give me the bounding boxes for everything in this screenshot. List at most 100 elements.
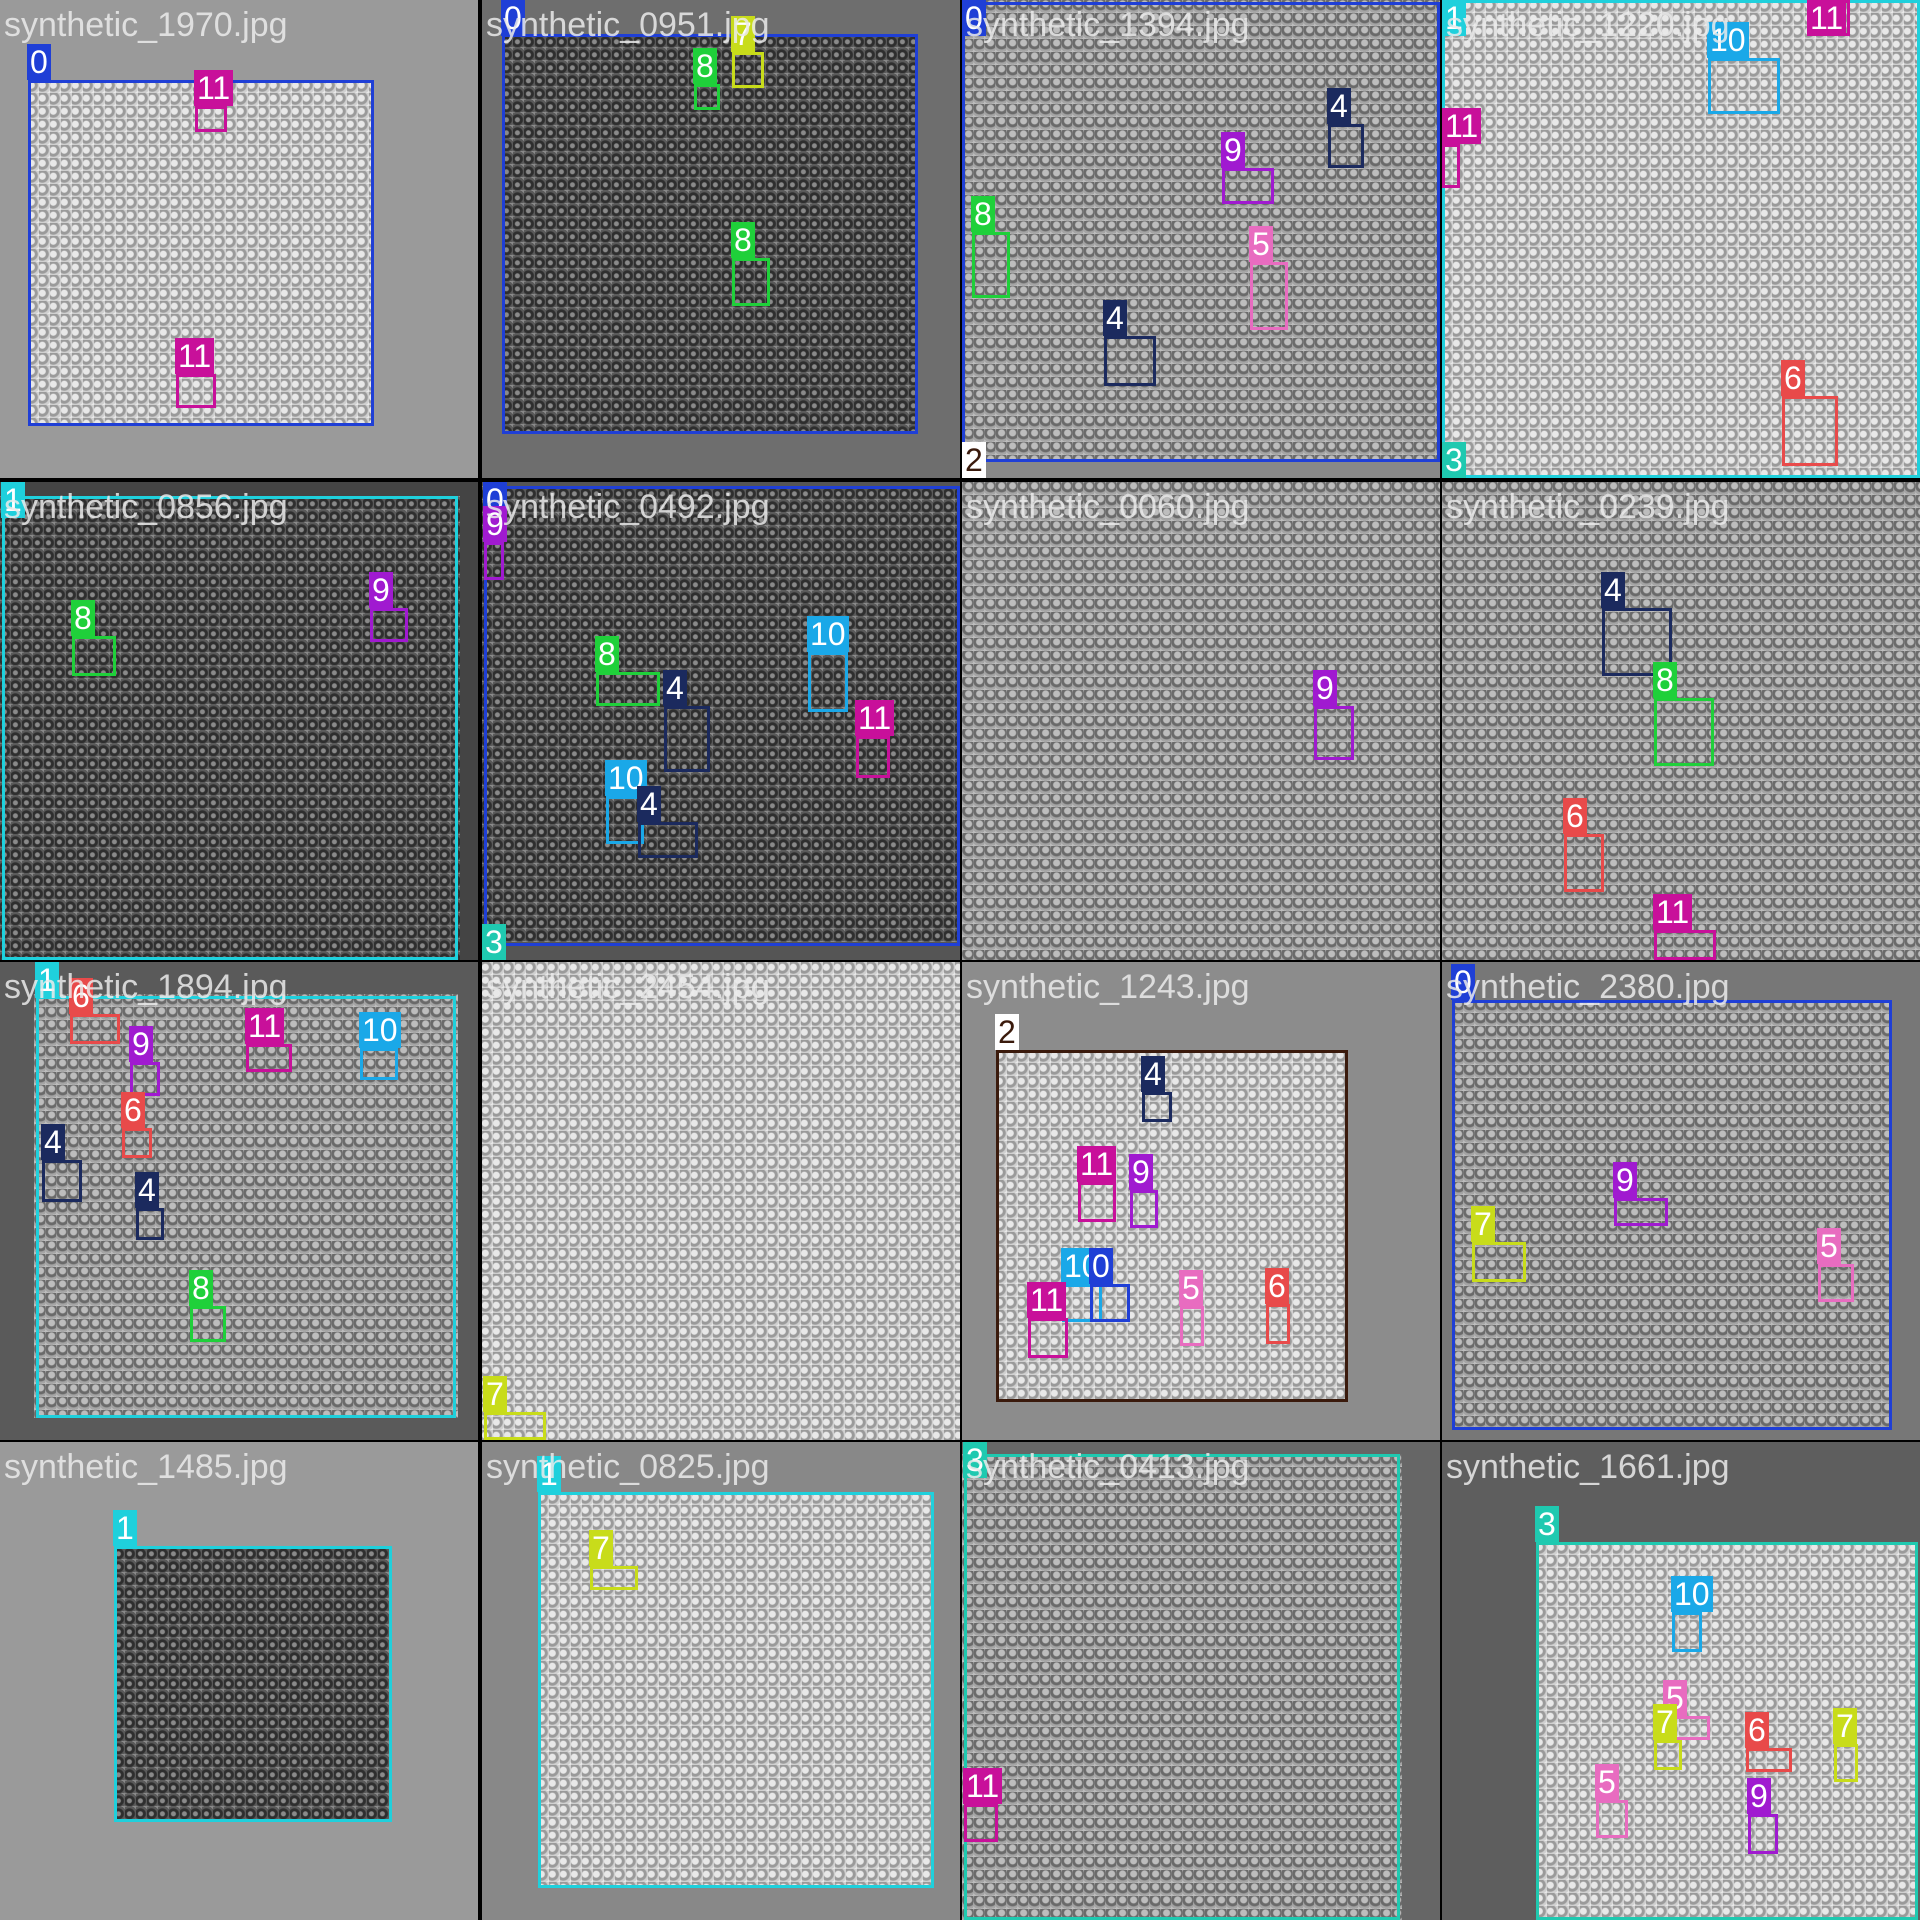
detection-box [1442, 144, 1460, 188]
detection-label: 9 [1129, 1154, 1153, 1190]
detection-label: 8 [693, 48, 717, 84]
detection-label: 11 [1077, 1146, 1117, 1182]
detection-box [190, 1306, 226, 1342]
detection-label: 10 [1707, 22, 1749, 58]
detection-label: 5 [1179, 1270, 1203, 1306]
detection-label: 8 [71, 600, 95, 636]
detection-label: 11 [1807, 0, 1847, 36]
detection-box [1142, 1092, 1172, 1122]
detection-box [1654, 1740, 1682, 1770]
mosaic-tile: 2 4 11 9 10 0 5 6 11 synthetic_1243.jpg [962, 962, 1440, 1440]
detection-label: 0 [1089, 1248, 1113, 1284]
detection-box [1250, 262, 1288, 330]
detection-box [72, 636, 116, 676]
detection-box [176, 374, 216, 408]
mosaic-tile: 0 8 7 8 synthetic_0951.jpg [482, 0, 960, 478]
detection-label: 1 [1, 482, 25, 518]
sar-image [502, 34, 918, 434]
mosaic-tile: 9 synthetic_0060.jpg [962, 482, 1440, 960]
mosaic-tile: 3 11 synthetic_0413.jpg [962, 1442, 1440, 1920]
detection-label: 9 [369, 572, 393, 608]
detection-label: 4 [1601, 572, 1625, 608]
detection-box [1328, 124, 1364, 168]
detection-label: 11 [963, 1768, 1003, 1804]
detection-label: 6 [1781, 360, 1805, 396]
detection-label: 11 [194, 70, 234, 106]
detection-label: 8 [189, 1270, 213, 1306]
detection-box [1442, 0, 1920, 478]
detection-box [136, 1208, 164, 1240]
detection-label: 10 [807, 616, 849, 652]
detection-label: 4 [1103, 300, 1127, 336]
detection-label: 0 [501, 0, 525, 36]
detection-label: 4 [41, 1124, 65, 1160]
detection-box [1180, 1306, 1204, 1346]
detection-box [484, 486, 960, 946]
detection-box [1028, 1318, 1068, 1358]
detection-box [502, 34, 918, 434]
mosaic-tile: 1 synthetic_1485.jpg [0, 1442, 478, 1920]
detection-label: 6 [1265, 1268, 1289, 1304]
detection-box [1746, 1748, 1792, 1772]
detection-label: 6 [69, 978, 93, 1014]
tile-filename: synthetic_1970.jpg [4, 6, 288, 44]
tile-filename: synthetic_1485.jpg [4, 1448, 288, 1486]
mosaic-tile: 7 synthetic_2454.jpg [482, 962, 960, 1440]
detection-label: 1 [113, 1510, 137, 1546]
detection-box [1090, 1284, 1130, 1322]
detection-label: 0 [962, 0, 986, 36]
detection-box [1782, 396, 1838, 466]
detection-label: 3 [1442, 442, 1466, 478]
detection-label: 4 [637, 786, 661, 822]
detection-label: 1 [1442, 0, 1466, 36]
tile-filename: synthetic_1243.jpg [966, 968, 1250, 1006]
detection-box [1472, 1242, 1526, 1282]
detection-label: 4 [135, 1172, 159, 1208]
tile-filename: synthetic_1220.jpg [1446, 6, 1730, 44]
detection-label: 9 [1221, 132, 1245, 168]
tile-filename: synthetic_0239.jpg [1446, 488, 1730, 526]
detection-label: 11 [855, 700, 895, 736]
mosaic-tile: 1 8 9 synthetic_0856.jpg [0, 482, 478, 960]
detection-box [1614, 1198, 1668, 1226]
detection-label: 1 [35, 962, 59, 998]
detection-label: 2 [995, 1014, 1019, 1050]
detection-box [1654, 930, 1716, 960]
detection-label: 7 [589, 1530, 613, 1566]
sar-image [1452, 1000, 1892, 1430]
sar-image [962, 482, 1440, 960]
detection-box [694, 84, 720, 110]
detection-box [1452, 1000, 1892, 1430]
detection-box [360, 1048, 398, 1080]
detection-label: 7 [731, 16, 755, 52]
sar-image [962, 0, 1440, 462]
detection-box [1130, 1190, 1158, 1228]
mosaic-tile: 4 8 6 11 synthetic_0239.jpg [1442, 482, 1920, 960]
detection-label: 9 [1747, 1778, 1771, 1814]
detection-label: 1 [537, 1456, 561, 1492]
detection-box [130, 1062, 160, 1096]
detection-label: 3 [1535, 1506, 1559, 1542]
detection-label: 0 [1451, 964, 1475, 1000]
detection-box [195, 106, 227, 132]
sar-image [1442, 0, 1920, 478]
detection-label: 6 [1563, 798, 1587, 834]
mosaic-tile: 1 6 9 11 10 6 4 4 8 synthetic_1894.jpg [0, 962, 478, 1440]
detection-label: 6 [121, 1092, 145, 1128]
detection-label: 4 [1141, 1056, 1165, 1092]
detection-box [36, 996, 456, 1418]
detection-box [732, 52, 764, 88]
detection-label: 11 [1442, 108, 1482, 144]
detection-box [114, 1546, 392, 1822]
detection-box [484, 542, 504, 580]
detection-box [1266, 1304, 1290, 1344]
detection-label: 11 [1653, 894, 1693, 930]
mosaic-tile: 3 10 5 7 6 7 5 9 synthetic_1661.jpg [1442, 1442, 1920, 1920]
mosaic-tile: 1 7 synthetic_0825.jpg [482, 1442, 960, 1920]
detection-label: 11 [245, 1008, 285, 1044]
sar-image [114, 1546, 392, 1822]
tile-filename: synthetic_0060.jpg [966, 488, 1250, 526]
detection-label: 0 [27, 44, 51, 80]
detection-box [70, 1014, 120, 1044]
detection-label: 9 [1613, 1162, 1637, 1198]
